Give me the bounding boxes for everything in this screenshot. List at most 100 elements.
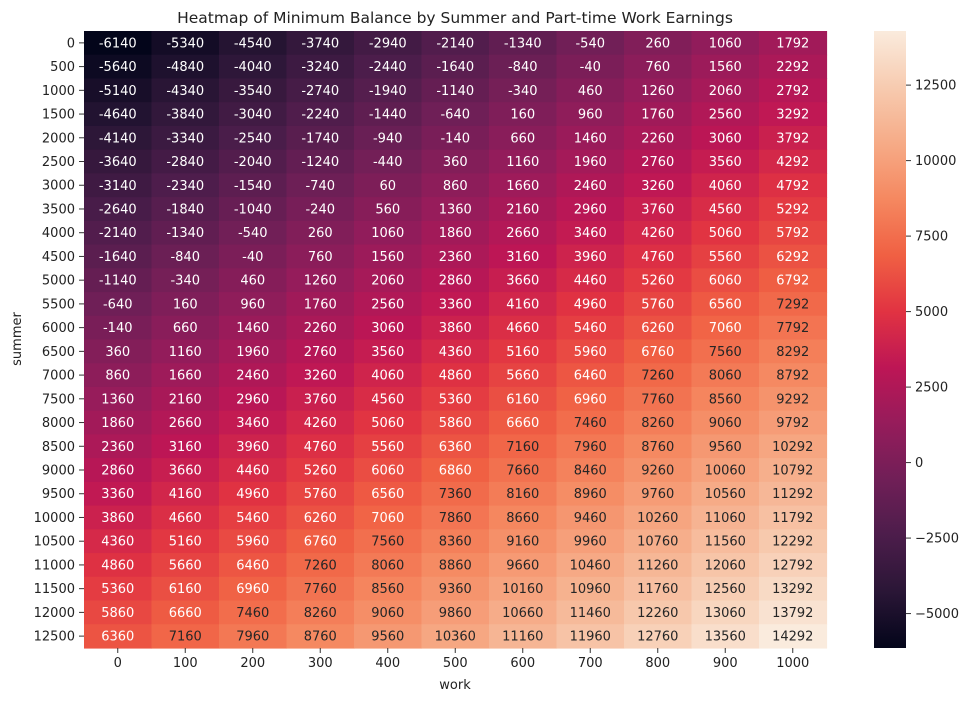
y-tick-label: 7500: [42, 392, 75, 407]
cell-value-label: 260: [645, 36, 670, 51]
heatmap-cell: [691, 505, 760, 530]
heatmap-cell: [759, 386, 828, 412]
heatmap-cell: [421, 410, 490, 436]
cell-value-label: 2660: [506, 226, 539, 241]
cell-value-label: 1060: [371, 226, 404, 241]
cell-value-label: 6260: [304, 511, 337, 526]
cell-value-label: 8760: [304, 630, 337, 645]
cell-value-label: 6960: [574, 392, 607, 407]
cell-value-label: 7560: [371, 535, 404, 550]
cell-value-label: 5160: [506, 345, 539, 360]
heatmap-cell: [219, 529, 288, 554]
heatmap-cell: [489, 102, 558, 127]
cell-value-label: 5360: [439, 392, 472, 407]
heatmap-cell: [151, 54, 220, 80]
heatmap-cell: [489, 434, 558, 459]
cell-value-label: -4840: [166, 60, 204, 75]
cell-value-label: 6760: [641, 345, 674, 360]
cell-value-label: 6292: [776, 250, 809, 265]
heatmap-cell: [421, 458, 490, 483]
y-tick-label: 6000: [42, 321, 75, 336]
cell-value-label: 3260: [641, 179, 674, 194]
cell-value-label: -2540: [234, 131, 272, 146]
cell-value-label: -640: [103, 297, 133, 312]
cell-value-label: 10160: [502, 582, 543, 597]
heatmap-cell: [354, 434, 423, 459]
cell-value-label: -1140: [99, 274, 137, 289]
cell-value-label: 2560: [371, 297, 404, 312]
cell-value-label: 3560: [371, 345, 404, 360]
cell-value-label: 960: [240, 297, 265, 312]
heatmap-cell: [84, 576, 153, 602]
heatmap-cell: [624, 149, 693, 174]
cell-value-label: 3792: [776, 131, 809, 146]
cell-value-label: 4960: [574, 297, 607, 312]
heatmap-cell: [624, 363, 693, 388]
heatmap-cell: [151, 624, 220, 649]
heatmap-cell: [556, 576, 625, 602]
cell-value-label: 560: [375, 202, 400, 217]
heatmap-cell: [489, 220, 558, 246]
cell-value-label: -2140: [436, 36, 474, 51]
colorbar-tick-label: −2500: [915, 532, 959, 547]
cell-value-label: -940: [373, 131, 403, 146]
heatmap-cell: [759, 31, 828, 56]
heatmap-cell: [421, 553, 490, 578]
heatmap-cell: [219, 624, 288, 649]
heatmap-cell: [286, 197, 355, 222]
cell-value-label: 2160: [506, 202, 539, 217]
heatmap-cell: [84, 102, 153, 127]
cell-value-label: 7960: [236, 630, 269, 645]
heatmap-cell: [354, 268, 423, 293]
cell-value-label: 7860: [439, 511, 472, 526]
cell-value-label: 960: [578, 108, 603, 123]
heatmap-cell: [286, 529, 355, 554]
cell-value-label: -1640: [99, 250, 137, 265]
cell-value-label: 3960: [236, 440, 269, 455]
cell-value-label: 4760: [641, 250, 674, 265]
heatmap-cell: [84, 386, 153, 412]
cell-value-label: 13560: [705, 630, 746, 645]
heatmap-cell: [151, 529, 220, 554]
x-tick-label: 700: [578, 656, 603, 671]
cell-value-label: 10460: [570, 558, 611, 573]
heatmap-cell: [624, 505, 693, 530]
heatmap-cell: [691, 600, 760, 625]
y-tick-label: 6500: [42, 345, 75, 360]
heatmap-cell: [421, 54, 490, 80]
cell-value-label: 7060: [709, 321, 742, 336]
heatmap-cell: [421, 576, 490, 602]
cell-value-label: 3060: [709, 131, 742, 146]
heatmap-cell: [286, 576, 355, 602]
cell-value-label: 5292: [776, 202, 809, 217]
heatmap-cell: [354, 173, 423, 198]
heatmap-cell: [624, 244, 693, 269]
cell-value-label: 2792: [776, 84, 809, 99]
cell-value-label: 13060: [705, 606, 746, 621]
cell-value-label: 360: [105, 345, 130, 360]
heatmap-cell: [624, 576, 693, 602]
cell-value-label: 660: [510, 131, 535, 146]
heatmap-cell: [354, 529, 423, 554]
heatmap-cell: [219, 410, 288, 436]
cell-value-label: 7160: [169, 630, 202, 645]
cell-value-label: 5460: [236, 511, 269, 526]
cell-value-label: 11292: [772, 487, 813, 502]
heatmap-cell: [556, 363, 625, 388]
cell-value-label: 6260: [641, 321, 674, 336]
heatmap-cell: [286, 149, 355, 174]
colorbar-ticks: −5000 −2500 0 2500 5000 7500 10000 12500: [906, 79, 959, 622]
heatmap-cell: [624, 410, 693, 436]
heatmap-cell: [489, 410, 558, 436]
cell-value-label: 10660: [502, 606, 543, 621]
cell-value-label: 14292: [772, 630, 813, 645]
cell-value-label: 6160: [169, 582, 202, 597]
x-tick-label: 1000: [776, 656, 809, 671]
heatmap-cell: [556, 434, 625, 459]
heatmap-cell: [84, 244, 153, 269]
y-tick-label: 7000: [42, 369, 75, 384]
cell-value-label: 7292: [776, 297, 809, 312]
cell-value-label: -640: [440, 108, 470, 123]
cell-value-label: 10792: [772, 464, 813, 479]
heatmap-cell: [286, 339, 355, 364]
